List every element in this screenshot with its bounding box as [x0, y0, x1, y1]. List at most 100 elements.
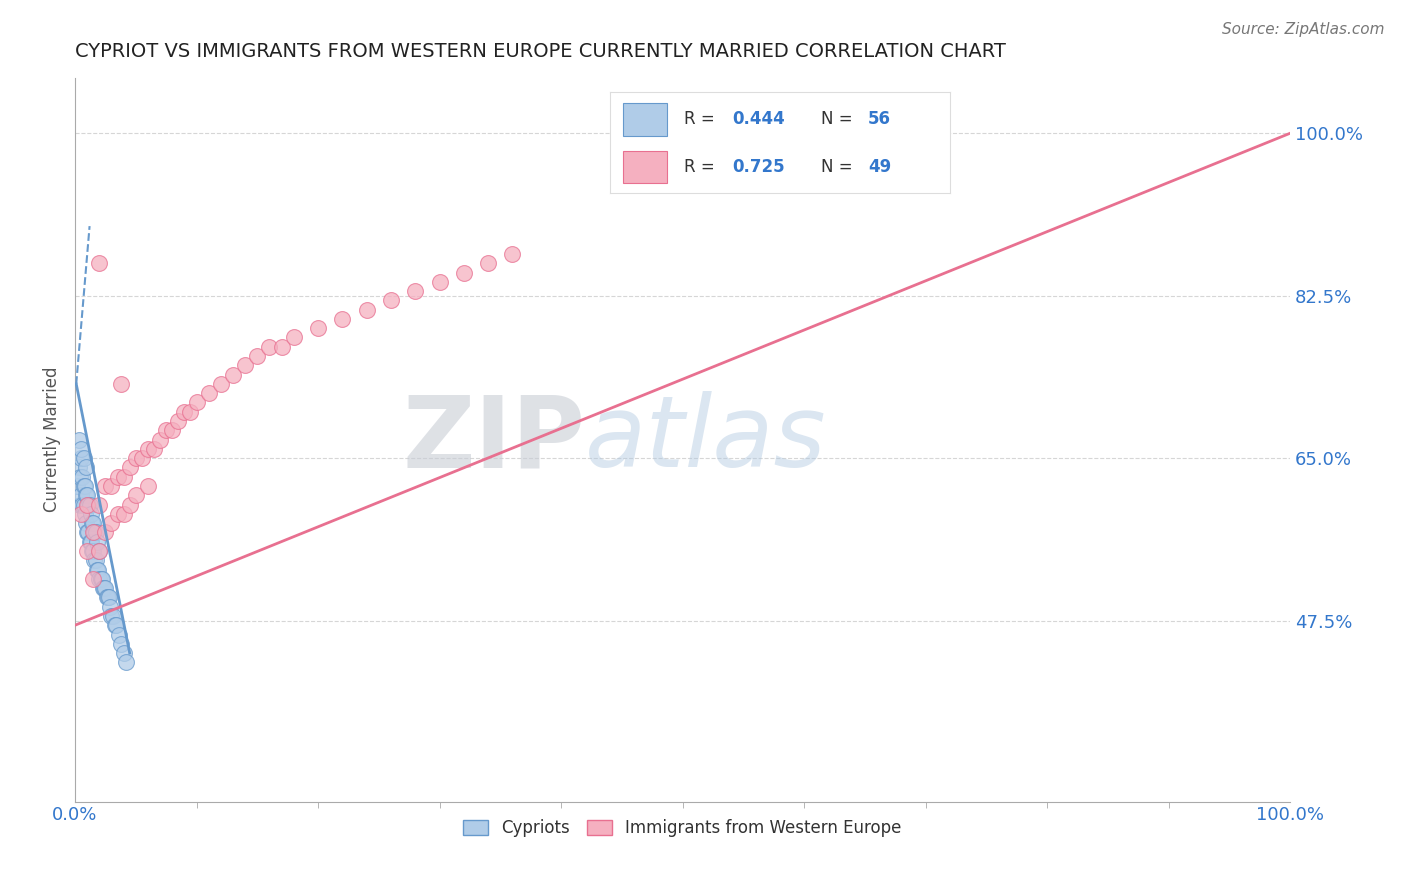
Point: [69, 498, 91, 512]
Point: [82, 525, 104, 540]
Text: ZIP: ZIP: [402, 391, 585, 488]
Point: [404, 284, 426, 298]
Point: [98, 599, 121, 614]
Point: [100, 479, 122, 493]
Point: [70, 507, 93, 521]
Point: [94, 581, 117, 595]
Point: [179, 405, 201, 419]
Point: [167, 414, 190, 428]
Point: [100, 516, 122, 530]
Point: [77, 525, 100, 540]
Point: [75, 516, 97, 530]
Point: [149, 433, 172, 447]
Point: [356, 302, 378, 317]
Point: [80, 534, 103, 549]
Point: [107, 627, 129, 641]
Point: [72, 451, 94, 466]
Point: [233, 359, 256, 373]
Point: [89, 572, 111, 586]
Point: [222, 368, 245, 382]
Point: [94, 525, 117, 540]
Point: [283, 330, 305, 344]
Point: [118, 498, 141, 512]
Y-axis label: Currently Married: Currently Married: [44, 367, 60, 512]
Point: [70, 442, 93, 456]
Point: [84, 553, 107, 567]
Point: [80, 544, 103, 558]
Point: [115, 656, 138, 670]
Point: [72, 498, 94, 512]
Point: [112, 507, 135, 521]
Point: [79, 534, 101, 549]
Point: [66, 479, 89, 493]
Point: [477, 256, 499, 270]
Point: [107, 469, 129, 483]
Point: [80, 516, 103, 530]
Point: [79, 498, 101, 512]
Point: [96, 591, 118, 605]
Point: [67, 460, 90, 475]
Point: [110, 637, 132, 651]
Point: [101, 609, 124, 624]
Point: [67, 433, 90, 447]
Point: [125, 451, 148, 466]
Point: [186, 395, 208, 409]
Point: [173, 405, 195, 419]
Point: [136, 479, 159, 493]
Point: [98, 591, 121, 605]
Point: [112, 469, 135, 483]
Point: [82, 544, 104, 558]
Point: [105, 618, 128, 632]
Point: [97, 591, 120, 605]
Legend: Cypriots, Immigrants from Western Europe: Cypriots, Immigrants from Western Europe: [457, 813, 908, 844]
Point: [330, 312, 353, 326]
Point: [259, 340, 281, 354]
Point: [160, 423, 183, 437]
Point: [76, 488, 98, 502]
Point: [100, 609, 122, 624]
Point: [112, 646, 135, 660]
Text: atlas: atlas: [585, 391, 827, 488]
Point: [125, 488, 148, 502]
Point: [72, 479, 94, 493]
Point: [83, 553, 105, 567]
Point: [90, 572, 112, 586]
Point: [136, 442, 159, 456]
Point: [73, 479, 96, 493]
Point: [77, 498, 100, 512]
Point: [110, 376, 132, 391]
Text: CYPRIOT VS IMMIGRANTS FROM WESTERN EUROPE CURRENTLY MARRIED CORRELATION CHART: CYPRIOT VS IMMIGRANTS FROM WESTERN EUROP…: [75, 42, 1005, 61]
Point: [453, 266, 475, 280]
Point: [89, 256, 111, 270]
Point: [107, 507, 129, 521]
Point: [87, 562, 110, 576]
Point: [104, 618, 127, 632]
Point: [72, 469, 94, 483]
Point: [380, 293, 402, 308]
Point: [93, 581, 115, 595]
Point: [73, 507, 96, 521]
Point: [80, 507, 103, 521]
Point: [89, 544, 111, 558]
Text: Source: ZipAtlas.com: Source: ZipAtlas.com: [1222, 22, 1385, 37]
Point: [82, 516, 104, 530]
Point: [76, 525, 98, 540]
Point: [197, 386, 219, 401]
Point: [75, 488, 97, 502]
Point: [89, 572, 111, 586]
Point: [76, 498, 98, 512]
Point: [69, 469, 91, 483]
Point: [70, 488, 93, 502]
Point: [131, 451, 153, 466]
Point: [155, 423, 177, 437]
Point: [94, 479, 117, 493]
Point: [246, 349, 269, 363]
Point: [86, 562, 108, 576]
Point: [91, 581, 114, 595]
Point: [143, 442, 166, 456]
Point: [86, 534, 108, 549]
Point: [209, 376, 232, 391]
Point: [501, 247, 523, 261]
Point: [89, 498, 111, 512]
Point: [307, 321, 329, 335]
